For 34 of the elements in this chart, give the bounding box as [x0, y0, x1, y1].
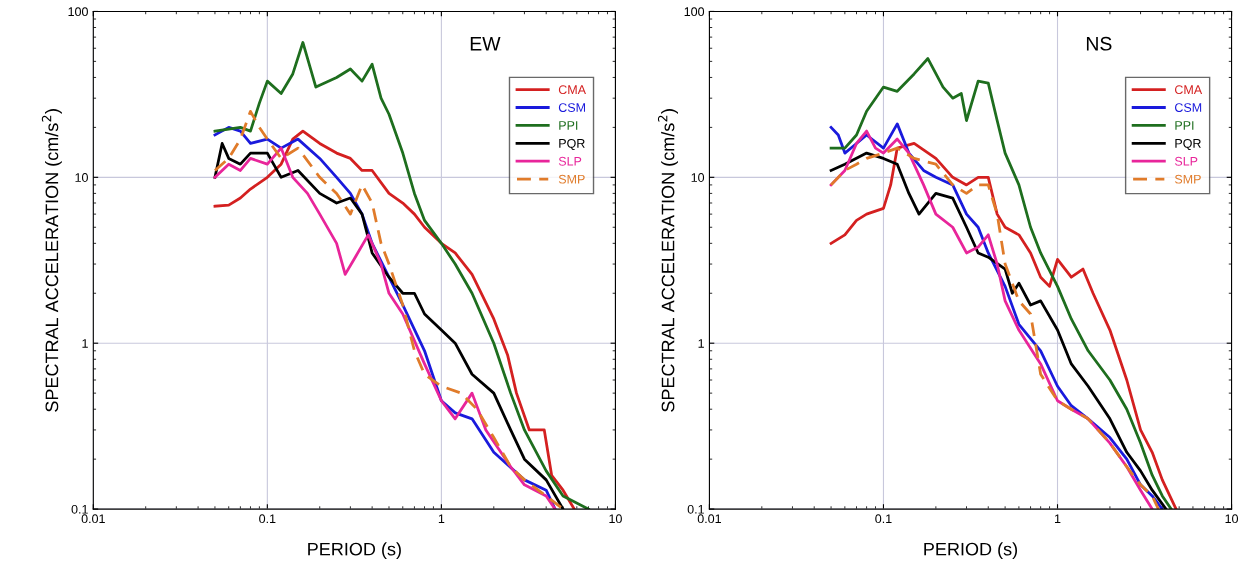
x-tick-label: 0.1 [875, 514, 892, 524]
legend-label: SLP [1174, 156, 1198, 166]
legend-label: CMA [558, 85, 586, 95]
legend-label: PPI [1175, 121, 1194, 130]
legend-label: PQR [559, 138, 585, 151]
legend-label: CSM [1175, 103, 1202, 112]
legend-label: SMP [558, 174, 585, 184]
y-tick-label: 100 [68, 7, 88, 17]
x-tick-label: 10 [609, 514, 622, 524]
legend-label: SMP [1174, 174, 1201, 184]
x-tick-label: 1 [438, 514, 445, 523]
y-tick-label: 0.1 [687, 504, 704, 514]
annotation: NS [1086, 36, 1112, 51]
legend-label: CMA [1175, 85, 1203, 95]
x-tick-label: 0.01 [697, 514, 721, 524]
x-axis-title: PERIOD (s) [924, 542, 1018, 560]
y-tick-label: 10 [691, 173, 705, 182]
y-tick-label: 100 [684, 7, 705, 17]
x-tick-label: 0.1 [259, 514, 276, 524]
x-tick-label: 10 [1225, 514, 1239, 524]
legend-label: PPI [559, 121, 578, 130]
legend-label: PQR [1175, 138, 1201, 151]
y-tick-label: 10 [75, 173, 88, 182]
y-tick-label: 1 [82, 339, 88, 348]
annotation: EW [470, 37, 501, 51]
y-tick-label: 1 [698, 339, 704, 348]
y-axis-title: SPECTRAL ACCELERATION (cm/s$^{2}$) [41, 109, 62, 412]
y-tick-label: 0.1 [71, 504, 88, 514]
x-tick-label: 0.01 [81, 514, 105, 524]
legend-label: SLP [558, 156, 582, 166]
legend-label: CSM [558, 103, 585, 112]
y-axis-title: SPECTRAL ACCELERATION (cm/s$^{2}$) [657, 109, 678, 412]
x-axis-title: PERIOD (s) [308, 542, 401, 560]
x-tick-label: 1 [1054, 514, 1061, 523]
